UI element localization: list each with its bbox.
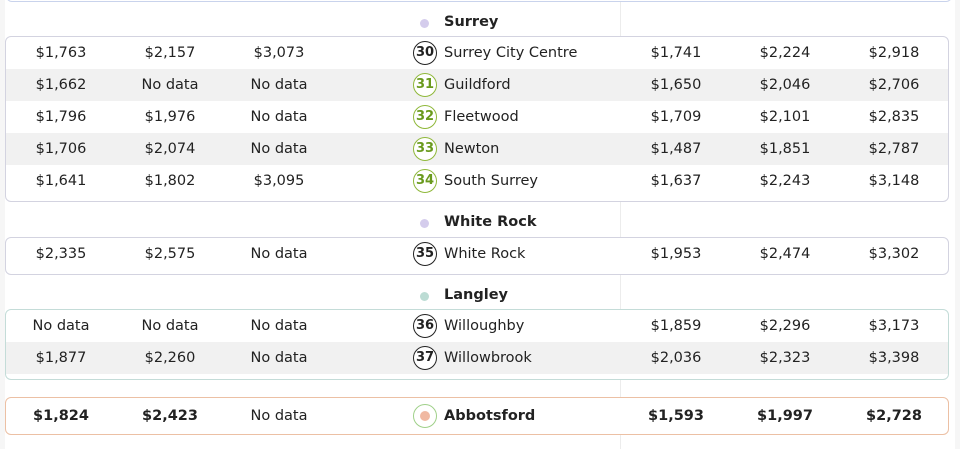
table-row: $1,796 $1,976 No data 32 Fleetwood $1,709 $2,1… bbox=[6, 101, 948, 133]
value-cell: No data bbox=[250, 318, 308, 334]
group-header-surrey: Surrey bbox=[0, 10, 960, 36]
value-cell: $1,997 bbox=[757, 408, 813, 424]
value-cell: $1,953 bbox=[650, 246, 702, 262]
value-cell: $1,741 bbox=[650, 45, 702, 61]
group-dot-icon bbox=[420, 292, 429, 301]
area-name: Surrey City Centre bbox=[444, 45, 578, 61]
value-cell: No data bbox=[250, 77, 308, 93]
region-dot-icon bbox=[413, 404, 437, 428]
area-number-badge: 31 bbox=[413, 73, 437, 97]
value-cell: $1,877 bbox=[35, 350, 87, 366]
area-name: Abbotsford bbox=[444, 408, 536, 424]
value-cell: $1,709 bbox=[650, 109, 702, 125]
value-cell: $1,662 bbox=[35, 77, 87, 93]
value-cell: $2,243 bbox=[759, 173, 811, 189]
table-row: $1,641 $1,802 $3,095 34 South Surrey $1,637 $2… bbox=[6, 165, 948, 197]
column-divider bbox=[620, 0, 621, 449]
value-cell: $2,835 bbox=[868, 109, 920, 125]
value-cell: $1,859 bbox=[650, 318, 702, 334]
area-name: Guildford bbox=[444, 77, 511, 93]
area-number-badge: 32 bbox=[413, 105, 437, 129]
group-dot-icon bbox=[420, 219, 429, 228]
value-cell: No data bbox=[250, 350, 308, 366]
value-cell: $2,046 bbox=[759, 77, 811, 93]
area-name: Willoughby bbox=[444, 318, 525, 334]
table-row: $1,763 $2,157 $3,073 30 Surrey City Centre $1… bbox=[6, 37, 948, 69]
value-cell: No data bbox=[250, 408, 308, 424]
value-cell: $3,173 bbox=[868, 318, 920, 334]
value-cell: $2,787 bbox=[868, 141, 920, 157]
table-row: $1,662 No data No data 31 Guildford $1,650 $2,… bbox=[6, 69, 948, 101]
value-cell: No data bbox=[250, 246, 308, 262]
table-row: $1,824 $2,423 No data Abbotsford $1,593 … bbox=[6, 400, 948, 432]
area-number-badge: 34 bbox=[413, 169, 437, 193]
value-cell: No data bbox=[250, 109, 308, 125]
value-cell: $2,474 bbox=[759, 246, 811, 262]
value-cell: $1,802 bbox=[144, 173, 196, 189]
value-cell: $2,918 bbox=[868, 45, 920, 61]
left-gutter bbox=[0, 0, 5, 449]
group-box-white-rock: $2,335 $2,575 No data 35 White Rock $1,953 $2,… bbox=[5, 237, 949, 275]
value-cell: $1,763 bbox=[35, 45, 87, 61]
value-cell: $1,637 bbox=[650, 173, 702, 189]
value-cell: $2,323 bbox=[759, 350, 811, 366]
table-row: $1,877 $2,260 No data 37 Willowbrook $2,036 $2… bbox=[6, 342, 948, 374]
value-cell: $2,706 bbox=[868, 77, 920, 93]
previous-group-box-edge bbox=[6, 0, 952, 2]
area-name: South Surrey bbox=[444, 173, 538, 189]
area-name: Newton bbox=[444, 141, 500, 157]
area-number-badge: 37 bbox=[413, 346, 437, 370]
value-cell: $2,101 bbox=[759, 109, 811, 125]
value-cell: $2,157 bbox=[144, 45, 196, 61]
group-header-langley: Langley bbox=[0, 283, 960, 309]
value-cell: No data bbox=[250, 141, 308, 157]
group-header-white-rock: White Rock bbox=[0, 210, 960, 236]
value-cell: $1,487 bbox=[650, 141, 702, 157]
value-cell: $3,302 bbox=[868, 246, 920, 262]
value-cell: $1,641 bbox=[35, 173, 87, 189]
group-box-surrey: $1,763 $2,157 $3,073 30 Surrey City Centre $1… bbox=[5, 36, 949, 202]
value-cell: $3,095 bbox=[253, 173, 305, 189]
area-number-badge: 35 bbox=[413, 242, 437, 266]
table-row: $1,706 $2,074 No data 33 Newton $1,487 $1,851 $… bbox=[6, 133, 948, 165]
area-number-badge: 30 bbox=[413, 41, 437, 65]
value-cell: $3,398 bbox=[868, 350, 920, 366]
value-cell: $1,851 bbox=[759, 141, 811, 157]
table-row: No data No data No data 36 Willoughby $1,859 $… bbox=[6, 310, 948, 342]
value-cell: $2,036 bbox=[650, 350, 702, 366]
value-cell: No data bbox=[141, 318, 199, 334]
group-dot-icon bbox=[420, 19, 429, 28]
row-abbotsford: $1,824 $2,423 No data Abbotsford $1,593 … bbox=[5, 397, 949, 435]
group-name: Langley bbox=[444, 287, 508, 303]
value-cell: $2,260 bbox=[144, 350, 196, 366]
group-name: White Rock bbox=[444, 214, 537, 230]
value-cell: $1,650 bbox=[650, 77, 702, 93]
area-name: Fleetwood bbox=[444, 109, 519, 125]
right-gutter bbox=[955, 0, 960, 449]
table-row: $2,335 $2,575 No data 35 White Rock $1,953 $2,… bbox=[6, 238, 948, 270]
value-cell: $1,976 bbox=[144, 109, 196, 125]
value-cell: $2,423 bbox=[142, 408, 198, 424]
value-cell: $1,593 bbox=[648, 408, 704, 424]
area-number-badge: 33 bbox=[413, 137, 437, 161]
value-cell: No data bbox=[32, 318, 90, 334]
value-cell: $1,824 bbox=[33, 408, 89, 424]
value-cell: $1,796 bbox=[35, 109, 87, 125]
value-cell: $2,728 bbox=[866, 408, 922, 424]
value-cell: $2,296 bbox=[759, 318, 811, 334]
value-cell: No data bbox=[141, 77, 199, 93]
group-name: Surrey bbox=[444, 14, 499, 30]
area-name: White Rock bbox=[444, 246, 526, 262]
value-cell: $2,074 bbox=[144, 141, 196, 157]
group-box-langley: No data No data No data 36 Willoughby $1,859 $… bbox=[5, 309, 949, 380]
value-cell: $2,224 bbox=[759, 45, 811, 61]
value-cell: $2,575 bbox=[144, 246, 196, 262]
value-cell: $3,073 bbox=[253, 45, 305, 61]
area-number-badge: 36 bbox=[413, 314, 437, 338]
value-cell: $1,706 bbox=[35, 141, 87, 157]
value-cell: $2,335 bbox=[35, 246, 87, 262]
value-cell: $3,148 bbox=[868, 173, 920, 189]
area-name: Willowbrook bbox=[444, 350, 532, 366]
